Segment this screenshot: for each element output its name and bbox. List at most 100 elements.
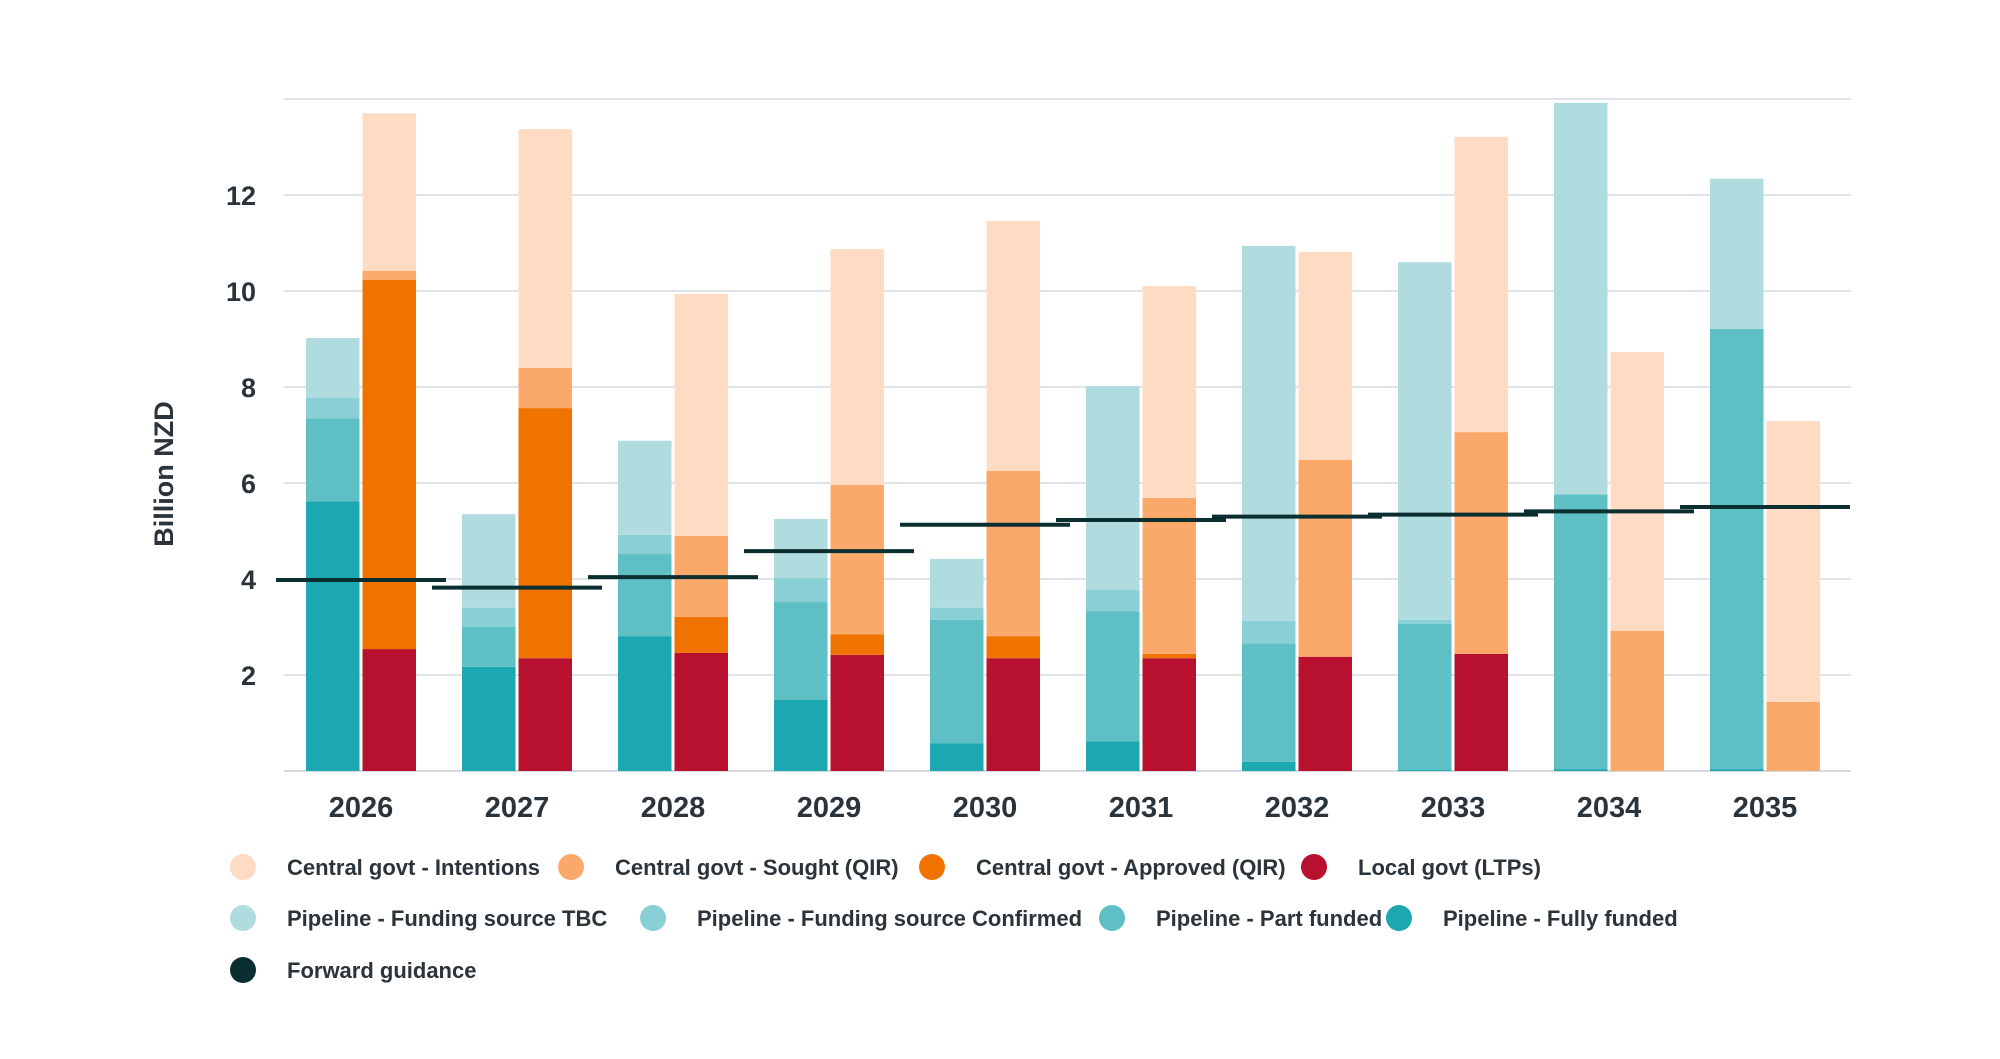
bar-segment xyxy=(1086,611,1140,742)
bar-segment xyxy=(618,554,672,637)
bar-segment xyxy=(1298,656,1352,771)
x-tick-label: 2029 xyxy=(797,792,862,824)
x-tick-label: 2035 xyxy=(1733,792,1798,824)
bar-segment xyxy=(1454,136,1508,433)
bar-segment xyxy=(362,649,416,771)
legend-item: Pipeline - Funding source TBC xyxy=(230,905,607,931)
bar-segment xyxy=(518,129,572,368)
x-tick-label: 2031 xyxy=(1109,792,1174,824)
bar-segment xyxy=(618,440,672,535)
bar-segment xyxy=(1710,328,1764,770)
legend-label: Forward guidance xyxy=(287,958,476,983)
bar-segment xyxy=(1766,421,1820,702)
bar-segment xyxy=(306,338,360,399)
bar-segment xyxy=(1454,432,1508,654)
bar-segment xyxy=(830,249,884,485)
y-tick-label: 2 xyxy=(241,661,256,691)
x-tick-label: 2028 xyxy=(641,792,706,824)
bar-segment xyxy=(1142,286,1196,498)
bar-segment xyxy=(1454,653,1508,771)
bar-segment xyxy=(986,471,1040,637)
legend-item: Pipeline - Part funded xyxy=(1099,905,1382,931)
forward-guidance-lines xyxy=(276,505,1850,590)
legend-label: Pipeline - Fully funded xyxy=(1443,906,1678,931)
bar-segment xyxy=(1086,386,1140,591)
legend-label: Pipeline - Funding source Confirmed xyxy=(697,906,1082,931)
bar-segment xyxy=(1242,643,1296,762)
bar-segment xyxy=(618,636,672,771)
bar-segment xyxy=(1766,701,1820,771)
bar-segment xyxy=(1398,262,1452,620)
bar-segment xyxy=(462,514,516,608)
bar-segment xyxy=(930,619,984,744)
legend-swatch-icon xyxy=(230,854,256,880)
bar-segment xyxy=(1554,102,1608,495)
bar-segment xyxy=(1610,351,1664,631)
y-axis-ticks: 2 4 6 8 10 12 xyxy=(226,181,256,691)
legend-swatch-icon xyxy=(230,905,256,931)
bar-segment xyxy=(462,607,516,627)
bar-segment xyxy=(774,699,828,771)
legend-label: Central govt - Approved (QIR) xyxy=(976,855,1286,880)
legend-label: Central govt - Intentions xyxy=(287,855,540,880)
bar-segment xyxy=(1242,620,1296,644)
bar-segment xyxy=(518,408,572,659)
x-tick-label: 2033 xyxy=(1421,792,1486,824)
bar-segment xyxy=(674,293,728,536)
bar-segment xyxy=(986,220,1040,471)
bar-segment xyxy=(830,484,884,635)
bar-segment xyxy=(306,418,360,502)
bar-segment xyxy=(362,113,416,271)
bar-segment xyxy=(674,616,728,653)
bar-segment xyxy=(1554,769,1608,771)
x-tick-label: 2026 xyxy=(329,792,394,824)
bar-segment xyxy=(986,636,1040,659)
y-axis-title: Billion NZD xyxy=(149,401,179,546)
y-tick-label: 8 xyxy=(241,373,256,403)
legend-swatch-icon xyxy=(640,905,666,931)
bar-segment xyxy=(774,602,828,700)
bar-segment xyxy=(1086,741,1140,771)
bar-segment xyxy=(1142,658,1196,771)
x-tick-label: 2027 xyxy=(485,792,550,824)
legend-label: Local govt (LTPs) xyxy=(1358,855,1541,880)
bar-segment xyxy=(1142,653,1196,659)
x-tick-label: 2030 xyxy=(953,792,1018,824)
bar-segment xyxy=(462,627,516,667)
bar-segment xyxy=(362,279,416,650)
bar-segment xyxy=(930,607,984,620)
bar-segment xyxy=(518,367,572,409)
legend-item: Central govt - Sought (QIR) xyxy=(558,854,899,880)
bar-segment xyxy=(306,398,360,419)
legend-item: Local govt (LTPs) xyxy=(1301,854,1541,880)
bar-segment xyxy=(674,652,728,771)
x-tick-label: 2032 xyxy=(1265,792,1330,824)
bar-segment xyxy=(1710,769,1764,771)
bar-segment xyxy=(986,658,1040,771)
bar-segment xyxy=(1554,495,1608,770)
legend: Central govt - Intentions Central govt - … xyxy=(230,854,1678,983)
bar-segment xyxy=(1398,623,1452,771)
bar-segment xyxy=(1142,497,1196,654)
bar-segment xyxy=(930,743,984,771)
bar-segment xyxy=(1554,494,1608,495)
y-tick-label: 4 xyxy=(241,565,256,595)
bar-segment xyxy=(362,270,416,280)
bar-segment xyxy=(830,634,884,655)
legend-label: Pipeline - Funding source TBC xyxy=(287,906,607,931)
bar-segment xyxy=(1298,252,1352,460)
legend-item: Forward guidance xyxy=(230,957,476,983)
bar-segment xyxy=(1398,619,1452,624)
legend-swatch-icon xyxy=(230,957,256,983)
bar-segment xyxy=(462,666,516,771)
legend-swatch-icon xyxy=(1301,854,1327,880)
bars xyxy=(306,102,1820,771)
legend-swatch-icon xyxy=(1099,905,1125,931)
bar-segment xyxy=(830,654,884,771)
legend-item: Central govt - Approved (QIR) xyxy=(919,854,1286,880)
legend-swatch-icon xyxy=(919,854,945,880)
bar-segment xyxy=(518,658,572,771)
bar-segment xyxy=(1242,761,1296,771)
legend-item: Pipeline - Funding source Confirmed xyxy=(640,905,1082,931)
